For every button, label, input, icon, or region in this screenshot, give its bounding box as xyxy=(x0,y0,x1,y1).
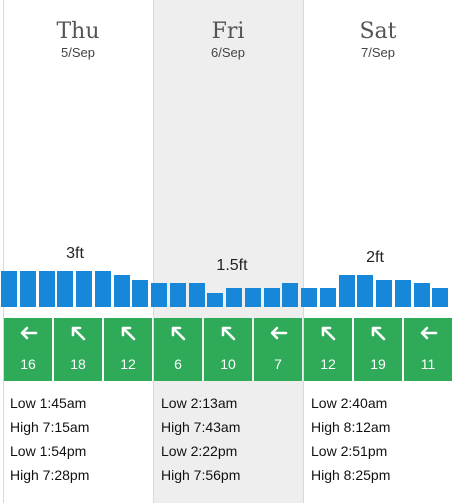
tide-time: High 7:56pm xyxy=(161,467,241,483)
tide-times-thu: Low 1:45am High 7:15am Low 1:54pm High 7… xyxy=(0,394,150,490)
swell-bar xyxy=(357,275,373,307)
north-west-arrow-icon xyxy=(221,326,236,341)
wind-speed: 7 xyxy=(274,356,282,372)
tide-time: High 7:43am xyxy=(161,419,241,435)
day-date: 7/Sep xyxy=(361,45,395,60)
wind-speed: 10 xyxy=(220,356,236,372)
swell-bar xyxy=(339,275,355,307)
wind-speed: 16 xyxy=(20,356,36,372)
tide-time: Low 2:13am xyxy=(161,395,238,411)
wind-cell[interactable]: 16 xyxy=(4,318,52,381)
wind-speed: 18 xyxy=(70,356,86,372)
swell-height-label: 2ft xyxy=(366,249,384,266)
wind-speed: 12 xyxy=(120,356,136,372)
swell-bar xyxy=(376,280,392,307)
swell-bar xyxy=(395,280,411,307)
wind-cell[interactable]: 19 xyxy=(354,318,402,381)
swell-bar xyxy=(20,271,36,307)
day-date: 6/Sep xyxy=(211,45,245,60)
wind-cell[interactable]: 12 xyxy=(104,318,152,381)
tide-time: Low 2:22pm xyxy=(161,443,238,459)
day-name: Sat xyxy=(359,19,397,44)
tide-time: High 8:25pm xyxy=(311,467,391,483)
wind-cell[interactable]: 18 xyxy=(54,318,102,381)
swell-bar xyxy=(432,288,448,307)
swell-bar xyxy=(114,275,130,307)
day-name: Fri xyxy=(211,19,245,44)
wind-speed: 12 xyxy=(320,356,336,372)
tide-times-sat: Low 2:40am High 8:12am Low 2:51pm High 8… xyxy=(301,394,451,490)
wind-cell[interactable]: 7 xyxy=(254,318,302,381)
swell-bar xyxy=(57,271,73,307)
tide-time: Low 1:45am xyxy=(10,395,87,411)
divider xyxy=(303,0,304,503)
tide-time: Low 1:54pm xyxy=(10,443,87,459)
wind-speed: 19 xyxy=(370,356,386,372)
wind-cell[interactable]: 11 xyxy=(404,318,452,381)
swell-height-label: 3ft xyxy=(66,245,84,262)
north-west-arrow-icon xyxy=(171,326,186,341)
north-west-arrow-icon xyxy=(371,326,386,341)
tide-time: High 7:15am xyxy=(10,419,90,435)
wind-cell[interactable]: 6 xyxy=(154,318,202,381)
swell-height-label: 1.5ft xyxy=(216,257,248,274)
wind-speed: 11 xyxy=(420,356,436,372)
tide-times-fri: Low 2:13am High 7:43am Low 2:22pm High 7… xyxy=(151,394,301,490)
north-west-arrow-icon xyxy=(71,326,86,341)
wind-speed: 6 xyxy=(174,356,182,372)
west-arrow-icon xyxy=(20,326,38,340)
day-header-fri[interactable]: Fri 6/Sep xyxy=(153,20,303,61)
north-west-arrow-icon xyxy=(321,326,336,341)
west-arrow-icon xyxy=(270,326,288,340)
swell-bar xyxy=(414,283,430,307)
swell-bar xyxy=(132,280,148,307)
north-west-arrow-icon xyxy=(121,326,136,341)
swell-bar xyxy=(320,288,336,307)
swell-bar xyxy=(39,271,55,307)
day-header-sat[interactable]: Sat 7/Sep xyxy=(303,20,452,61)
tide-time: Low 2:51pm xyxy=(311,443,388,459)
swell-bar xyxy=(95,271,111,307)
west-arrow-icon xyxy=(420,326,438,340)
day-date: 5/Sep xyxy=(61,45,95,60)
day-header-thu[interactable]: Thu 5/Sep xyxy=(3,20,153,61)
day-name: Thu xyxy=(56,19,100,44)
tide-time: Low 2:40am xyxy=(311,395,388,411)
wind-cell[interactable]: 12 xyxy=(304,318,352,381)
divider xyxy=(3,0,4,503)
divider xyxy=(153,0,154,503)
tide-time: High 8:12am xyxy=(311,419,391,435)
wind-row: 16 18 12 6 10 7 12 19 11 xyxy=(0,318,452,381)
selected-day-highlight xyxy=(153,0,303,503)
wind-cell[interactable]: 10 xyxy=(204,318,252,381)
tide-time: High 7:28pm xyxy=(10,467,90,483)
swell-bar xyxy=(76,271,92,307)
